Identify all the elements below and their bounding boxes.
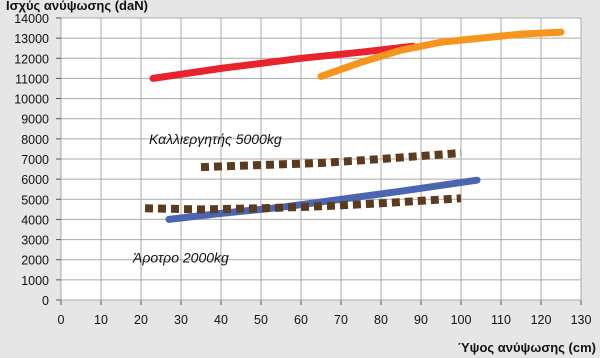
series-layer: [144, 28, 565, 223]
x-tick-label: 120: [531, 313, 552, 327]
x-tick-label: 0: [58, 313, 65, 327]
x-tick-label: 90: [414, 313, 428, 327]
x-tick-label: 130: [571, 313, 592, 327]
y-tick-label: 3000: [21, 234, 49, 248]
y-axis-title: Ισχύς ανύψωσης (daN): [6, 0, 148, 13]
x-tick-label: 70: [334, 313, 348, 327]
series-annotation: Άροτρο 2000kg: [132, 250, 229, 266]
x-tick-label: 110: [491, 313, 511, 327]
y-tick-label: 9000: [21, 113, 49, 127]
y-tick-label: 12000: [14, 52, 49, 66]
series-line-2: [317, 28, 565, 80]
annotation-layer: Καλλιεργητής 5000kg Άροτρο 2000kg: [132, 131, 282, 266]
y-tick-label: 10000: [14, 93, 49, 107]
y-tick-label: 0: [42, 294, 49, 308]
x-tick-label: 10: [94, 313, 108, 327]
x-tick-label: 80: [374, 313, 388, 327]
x-tick-label: 50: [254, 313, 268, 327]
x-tick-label: 100: [451, 313, 472, 327]
y-tick-label: 2000: [21, 254, 49, 268]
series-line-3: [165, 176, 481, 223]
y-tick-label: 5000: [21, 193, 49, 207]
y-grid: [56, 17, 581, 301]
y-tick-label: 1000: [21, 274, 49, 288]
series-annotation: Καλλιεργητής 5000kg: [149, 131, 282, 147]
y-tick-label: 4000: [21, 213, 49, 227]
x-tick-labels: 0 10 20 30 40 50 60 70 80 90 100 110 120 130: [58, 313, 592, 327]
x-tick-label: 60: [294, 313, 308, 327]
y-tick-label: 11000: [15, 72, 49, 86]
x-tick-label: 20: [134, 313, 148, 327]
x-axis-title: Ύψος ανύψωσης (cm): [458, 340, 596, 355]
x-tick-label: 30: [174, 313, 188, 327]
series-line-5: [144, 194, 462, 214]
series-line-4: [200, 149, 462, 172]
x-tick-label: 40: [214, 313, 228, 327]
y-tick-label: 14000: [14, 12, 49, 26]
y-tick-label: 6000: [21, 173, 49, 187]
y-tick-labels: 0 1000 2000 3000 4000 5000 6000 7000 8000 9000 100…: [14, 12, 49, 308]
y-tick-label: 13000: [14, 32, 49, 46]
series-line-1: [149, 42, 417, 82]
y-tick-label: 8000: [21, 133, 49, 147]
y-tick-label: 7000: [21, 153, 49, 167]
